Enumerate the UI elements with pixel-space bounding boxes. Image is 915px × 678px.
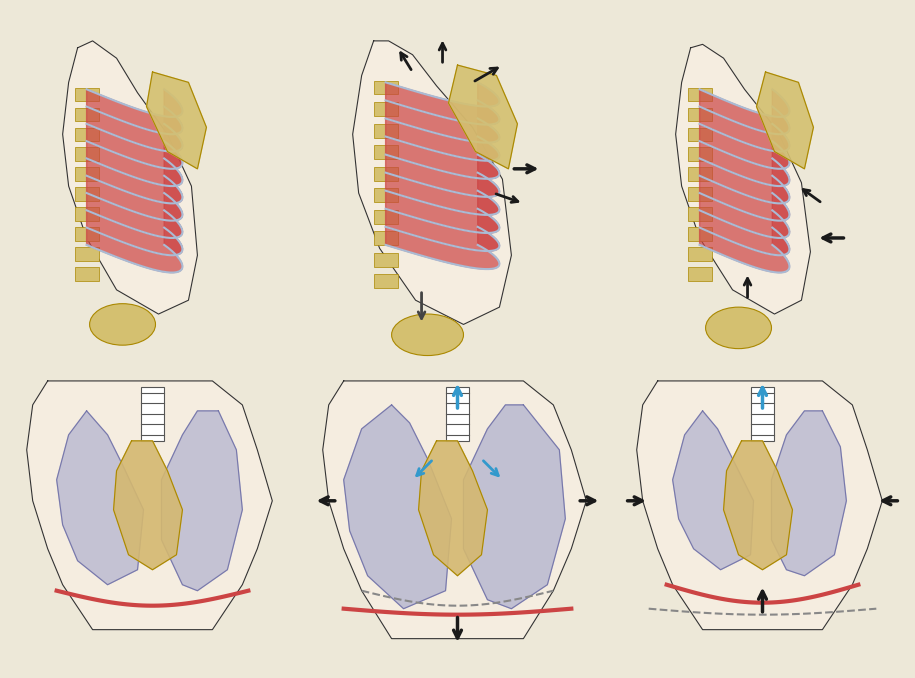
Bar — [75, 207, 99, 221]
Polygon shape — [757, 72, 813, 169]
Polygon shape — [385, 209, 500, 251]
Polygon shape — [62, 41, 198, 314]
Bar — [75, 187, 99, 201]
Bar — [373, 210, 398, 224]
Polygon shape — [771, 411, 846, 576]
Bar — [688, 108, 712, 121]
Bar — [75, 148, 99, 161]
Bar — [75, 127, 99, 141]
Polygon shape — [161, 411, 242, 591]
Bar — [688, 207, 712, 221]
Bar — [373, 145, 398, 159]
Polygon shape — [700, 124, 790, 169]
Bar — [75, 247, 99, 261]
Polygon shape — [87, 193, 182, 238]
Bar — [373, 275, 398, 288]
Polygon shape — [675, 44, 811, 314]
Bar — [75, 167, 99, 181]
Polygon shape — [700, 141, 790, 186]
Bar — [688, 167, 712, 181]
Polygon shape — [352, 41, 511, 325]
Polygon shape — [87, 210, 182, 255]
Ellipse shape — [705, 307, 771, 348]
Bar — [373, 231, 398, 245]
Polygon shape — [87, 159, 182, 203]
Polygon shape — [385, 227, 500, 269]
Polygon shape — [113, 441, 182, 570]
Polygon shape — [464, 405, 565, 609]
Bar — [688, 267, 712, 281]
Bar — [750, 387, 774, 441]
Polygon shape — [87, 124, 182, 169]
Polygon shape — [385, 100, 500, 142]
Polygon shape — [87, 141, 182, 186]
Polygon shape — [87, 89, 182, 134]
Polygon shape — [724, 441, 792, 570]
Bar — [373, 102, 398, 116]
Polygon shape — [700, 89, 790, 134]
Ellipse shape — [392, 314, 464, 355]
Polygon shape — [27, 381, 273, 630]
Polygon shape — [385, 119, 500, 161]
Polygon shape — [385, 136, 500, 179]
Polygon shape — [700, 210, 790, 255]
Bar — [75, 87, 99, 102]
Ellipse shape — [90, 304, 156, 345]
Polygon shape — [87, 176, 182, 220]
Polygon shape — [87, 228, 182, 273]
Polygon shape — [385, 155, 500, 197]
Polygon shape — [418, 441, 488, 576]
Polygon shape — [700, 106, 790, 151]
Polygon shape — [323, 381, 587, 639]
Polygon shape — [385, 173, 500, 215]
Bar — [446, 387, 469, 441]
Bar — [75, 108, 99, 121]
Bar — [373, 81, 398, 94]
Polygon shape — [700, 176, 790, 220]
Polygon shape — [385, 82, 500, 125]
Bar — [373, 188, 398, 202]
Bar — [141, 387, 165, 441]
Polygon shape — [87, 106, 182, 151]
Polygon shape — [344, 405, 451, 609]
Bar — [688, 187, 712, 201]
Bar — [688, 148, 712, 161]
Polygon shape — [700, 159, 790, 203]
Bar — [75, 267, 99, 281]
Bar — [688, 247, 712, 261]
Bar — [373, 167, 398, 180]
Polygon shape — [700, 228, 790, 273]
Bar — [373, 253, 398, 266]
Bar — [688, 227, 712, 241]
Polygon shape — [146, 72, 207, 169]
Bar — [688, 127, 712, 141]
Polygon shape — [385, 191, 500, 233]
Polygon shape — [637, 381, 882, 630]
Bar — [75, 227, 99, 241]
Polygon shape — [673, 411, 754, 570]
Bar — [373, 123, 398, 138]
Polygon shape — [57, 411, 144, 584]
Bar — [688, 87, 712, 102]
Polygon shape — [700, 193, 790, 238]
Polygon shape — [448, 65, 517, 169]
